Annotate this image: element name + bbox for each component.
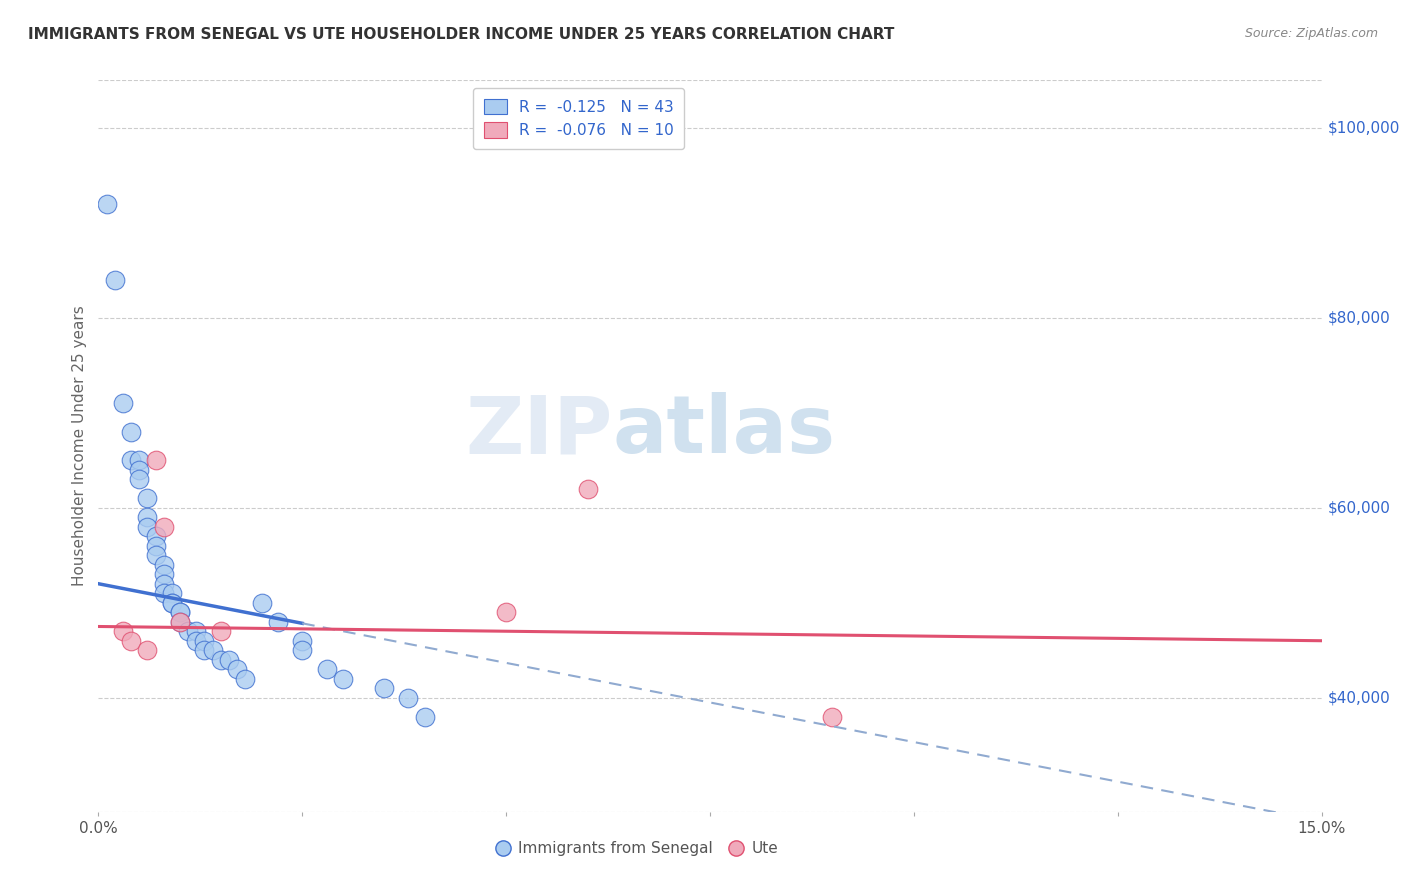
Point [226, 662, 249, 676]
Point [128, 472, 150, 486]
Point [160, 596, 183, 610]
Point [152, 586, 174, 600]
Point [186, 624, 208, 639]
Point [413, 710, 436, 724]
Point [136, 491, 159, 506]
Point [315, 662, 337, 676]
Point [396, 690, 419, 705]
Point [193, 633, 215, 648]
Point [267, 615, 290, 629]
Point [145, 539, 167, 553]
Text: $100,000: $100,000 [1327, 120, 1400, 136]
Point [169, 605, 191, 619]
Point [821, 710, 844, 724]
Point [373, 681, 395, 696]
Point [250, 596, 273, 610]
Point [201, 643, 224, 657]
Point [111, 396, 134, 410]
Point [152, 567, 174, 582]
Point [120, 633, 142, 648]
Point [291, 643, 314, 657]
Point [152, 558, 174, 572]
Point [186, 633, 208, 648]
Point [120, 453, 142, 467]
Text: ZIP: ZIP [465, 392, 612, 470]
Point [169, 615, 191, 629]
Point [145, 529, 167, 543]
Point [152, 520, 174, 534]
Point [128, 453, 150, 467]
Point [209, 624, 232, 639]
Point [145, 453, 167, 467]
Point [233, 672, 256, 686]
Point [120, 425, 142, 439]
Text: Source: ZipAtlas.com: Source: ZipAtlas.com [1244, 27, 1378, 40]
Point [160, 586, 183, 600]
Point [136, 520, 159, 534]
Point [128, 463, 150, 477]
Point [169, 615, 191, 629]
Point [193, 643, 215, 657]
Point [332, 672, 354, 686]
Point [96, 196, 118, 211]
Point [136, 643, 159, 657]
Point [145, 548, 167, 562]
Point [104, 273, 127, 287]
Point [152, 576, 174, 591]
Text: $80,000: $80,000 [1327, 310, 1391, 326]
Point [177, 624, 200, 639]
Point [576, 482, 599, 496]
Point [136, 510, 159, 524]
Point [111, 624, 134, 639]
Text: IMMIGRANTS FROM SENEGAL VS UTE HOUSEHOLDER INCOME UNDER 25 YEARS CORRELATION CHA: IMMIGRANTS FROM SENEGAL VS UTE HOUSEHOLD… [28, 27, 894, 42]
Text: $40,000: $40,000 [1327, 690, 1391, 706]
Point [160, 596, 183, 610]
Point [495, 605, 517, 619]
Point [169, 605, 191, 619]
Legend: Immigrants from Senegal, Ute: Immigrants from Senegal, Ute [489, 836, 785, 863]
Point [209, 653, 232, 667]
Y-axis label: Householder Income Under 25 years: Householder Income Under 25 years [72, 306, 87, 586]
Text: atlas: atlas [612, 392, 835, 470]
Point [291, 633, 314, 648]
Text: $60,000: $60,000 [1327, 500, 1391, 516]
Point [218, 653, 240, 667]
